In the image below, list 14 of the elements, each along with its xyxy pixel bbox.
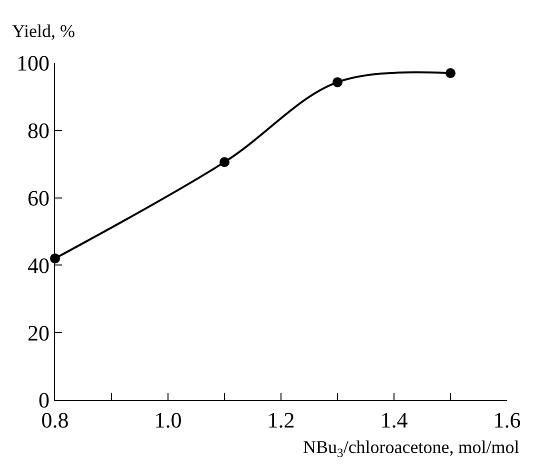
x-tick-label: 1.2 <box>267 408 295 432</box>
x-axis-title: NBu$_{3}$/chloroacetone, mol/mol <box>303 437 520 460</box>
y-tick-label: 20 <box>28 320 50 346</box>
y-tick-label: 100 <box>16 50 50 76</box>
y-axis-title: Yield, % <box>12 21 75 41</box>
y-tick-label: 80 <box>28 118 50 144</box>
x-tick-label: 1.6 <box>493 408 521 432</box>
point <box>446 68 456 78</box>
point <box>332 77 342 88</box>
x-tick-label: 1.0 <box>154 408 182 432</box>
point <box>220 157 230 168</box>
x-tick-label: 1.4 <box>380 408 408 432</box>
y-tick-label: 60 <box>28 186 50 210</box>
y-tick-label: 40 <box>28 252 50 278</box>
